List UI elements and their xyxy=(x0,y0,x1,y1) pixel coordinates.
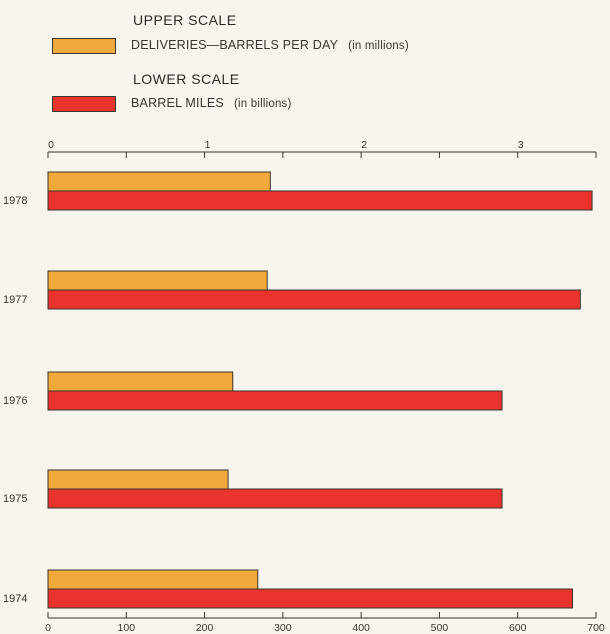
lower-axis-tick-label: 100 xyxy=(118,622,136,634)
year-label-1975: 1975 xyxy=(3,493,27,505)
barrel-miles-bar-1974 xyxy=(47,588,574,609)
barrel-miles-bar-1975 xyxy=(47,488,503,509)
lower-axis-tick-label: 700 xyxy=(587,622,605,634)
legend: UPPER SCALE DELIVERIES—BARRELS PER DAY (i… xyxy=(0,0,610,130)
upper-axis-tick-label: 0 xyxy=(48,139,54,151)
year-label-1978: 1978 xyxy=(3,195,27,207)
year-label-1976: 1976 xyxy=(3,395,27,407)
deliveries-bar-1975 xyxy=(47,469,229,490)
lower-axis-tick-label: 200 xyxy=(196,622,214,634)
barrel-miles-bar-1977 xyxy=(47,289,581,310)
upper-axis-tick-label: 2 xyxy=(361,139,367,151)
barrel-miles-bar-1976 xyxy=(47,390,503,411)
lower-scale-series-name: BARREL MILES xyxy=(131,96,224,110)
lower-scale-unit: (in billions) xyxy=(233,98,292,110)
upper-scale-unit: (in millions) xyxy=(348,40,409,52)
year-label-1974: 1974 xyxy=(3,593,27,605)
year-label-1977: 1977 xyxy=(3,294,27,306)
lower-axis-tick-label: 400 xyxy=(352,622,370,634)
lower-axis-tick-label: 0 xyxy=(45,622,51,634)
upper-axis-tick-label: 1 xyxy=(205,139,211,151)
upper-scale-series-name: DELIVERIES—BARRELS PER DAY xyxy=(131,38,339,52)
upper-scale-heading: UPPER SCALE xyxy=(133,12,237,28)
lower-axis-tick-label: 500 xyxy=(431,622,449,634)
lower-scale-label: BARREL MILES (in billions) xyxy=(131,96,292,110)
upper-axis-tick-label: 3 xyxy=(518,139,524,151)
upper-scale-label: DELIVERIES—BARRELS PER DAY (in millions) xyxy=(131,38,409,52)
deliveries-bar-1977 xyxy=(47,270,268,291)
lower-scale-heading: LOWER SCALE xyxy=(133,71,240,87)
barrel-miles-bar-1978 xyxy=(47,190,593,211)
upper-scale-swatch xyxy=(52,38,116,54)
lower-scale-swatch xyxy=(52,96,116,112)
lower-axis-tick-label: 600 xyxy=(509,622,527,634)
deliveries-bar-1976 xyxy=(47,371,234,392)
deliveries-bar-1974 xyxy=(47,569,259,590)
deliveries-bar-1978 xyxy=(47,171,271,192)
lower-axis-tick-label: 300 xyxy=(274,622,292,634)
